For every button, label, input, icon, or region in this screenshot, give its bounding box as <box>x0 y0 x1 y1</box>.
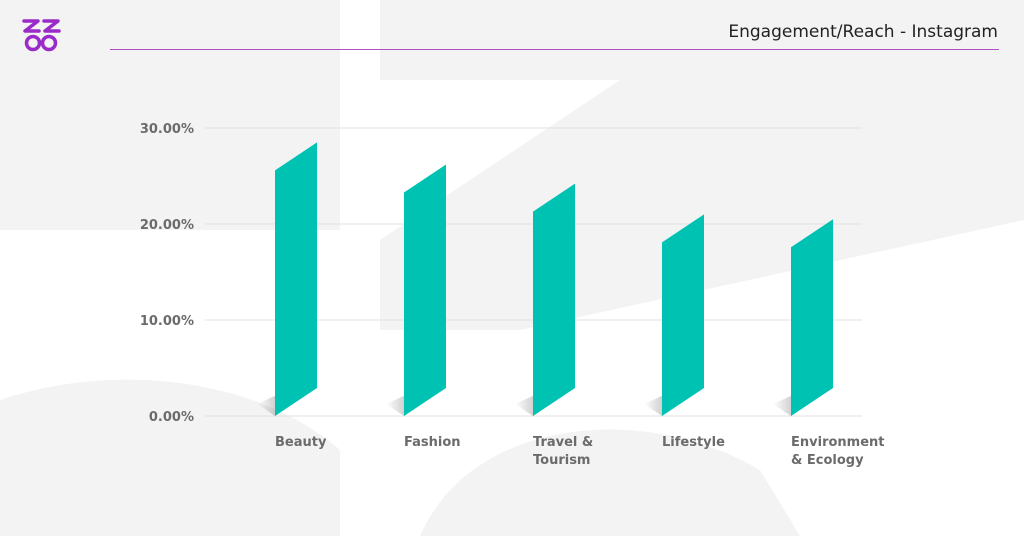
y-tick-label: 30.00% <box>140 122 194 137</box>
x-tick-label: Environment & Ecology <box>791 435 885 468</box>
x-tick-label-line: Tourism <box>533 453 590 468</box>
y-tick-label: 20.00% <box>140 218 194 233</box>
bar-shadow <box>386 394 408 416</box>
bar <box>662 214 704 416</box>
y-tick-label: 0.00% <box>149 410 194 425</box>
x-tick-label-line: & Ecology <box>791 453 864 468</box>
bar <box>275 142 317 416</box>
x-tick-label: Fashion <box>404 435 461 450</box>
x-tick-label: Lifestyle <box>662 435 725 450</box>
bar <box>533 183 575 416</box>
bar-shadow <box>773 394 795 416</box>
x-tick-label-line: Fashion <box>404 435 461 450</box>
x-tick-label: Travel & Tourism <box>533 435 593 468</box>
bar-shadows <box>257 394 795 416</box>
x-tick-label: Beauty <box>275 435 327 450</box>
x-tick-label-line: Environment <box>791 435 885 450</box>
header-divider <box>110 49 999 50</box>
bar <box>791 219 833 416</box>
y-tick-label: 10.00% <box>140 314 194 329</box>
bar <box>404 164 446 416</box>
page-title: Engagement/Reach - Instagram <box>728 22 998 42</box>
x-axis-labels: Beauty Fashion Travel & Tourism Lifestyle Env… <box>275 435 885 468</box>
bar-shadow <box>515 394 537 416</box>
x-tick-label-line: Travel & <box>533 435 593 450</box>
bars <box>275 142 833 416</box>
y-axis: 0.00% 10.00% 20.00% 30.00% <box>140 122 194 425</box>
x-tick-label-line: Beauty <box>275 435 327 450</box>
bar-shadow <box>257 394 279 416</box>
x-tick-label-line: Lifestyle <box>662 435 725 450</box>
brand-logo-icon <box>22 19 61 52</box>
bar-shadow <box>644 394 666 416</box>
